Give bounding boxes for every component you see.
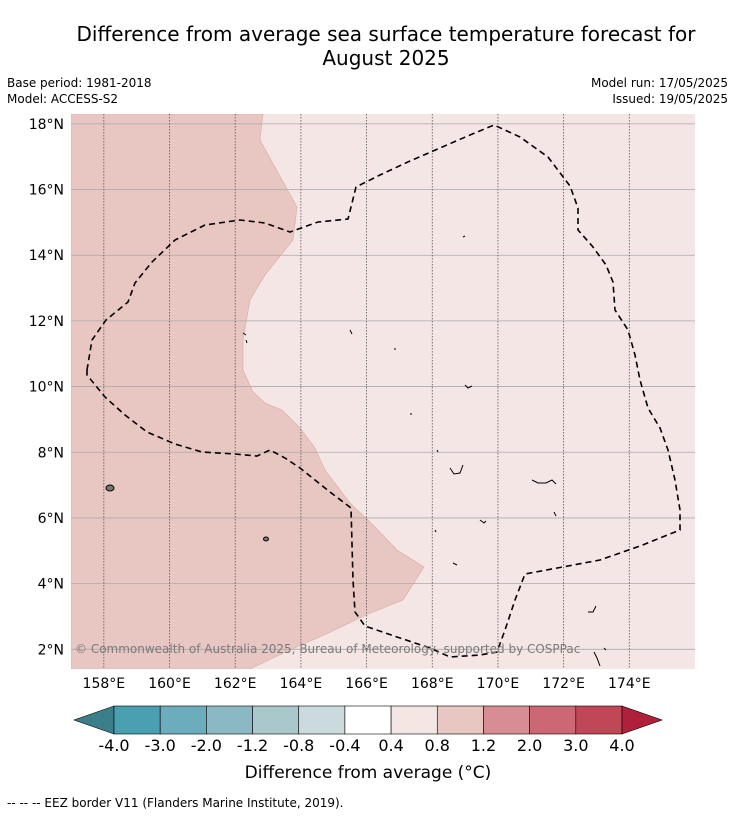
- colorbar-low-extension: [73, 705, 115, 735]
- lat-label: 16°N: [29, 183, 64, 199]
- colorbar-segment: [206, 705, 253, 735]
- colorbar-tick-label: -0.8: [283, 736, 314, 755]
- colorbar-tick-label: -3.0: [145, 736, 176, 755]
- eez-border: [86, 124, 681, 658]
- base-period: Base period: 1981-2018: [7, 76, 152, 90]
- colorbar-segment: [529, 705, 577, 735]
- colorbar-tick-label: 2.0: [517, 736, 542, 755]
- colorbar-title: Difference from average (°C): [244, 763, 492, 783]
- colorbar-high-extension: [621, 705, 663, 735]
- title-line-1: Difference from average sea surface temp…: [76, 22, 696, 46]
- lat-label: 4°N: [38, 577, 64, 593]
- anomaly-band-0.8-1.2: [71, 114, 425, 669]
- lon-label: 162°E: [214, 676, 257, 692]
- colorbar-tick-label: -2.0: [191, 736, 222, 755]
- colorbar-segment: [113, 705, 161, 735]
- lat-label: 18°N: [29, 117, 64, 133]
- copyright-text: © Commonwealth of Australia 2025, Bureau…: [75, 642, 580, 656]
- colorbar-tick-label: 0.4: [378, 736, 403, 755]
- colorbar-segment: [298, 705, 346, 735]
- colorbar-tick-label: 0.8: [425, 736, 450, 755]
- meta-left: Base period: 1981-2018 Model: ACCESS-S2: [7, 75, 152, 107]
- lon-label: 160°E: [148, 676, 191, 692]
- lon-label: 164°E: [280, 676, 323, 692]
- lon-label: 158°E: [83, 676, 126, 692]
- issued-date: Issued: 19/05/2025: [612, 92, 728, 106]
- chart-title: Difference from average sea surface temp…: [0, 22, 736, 70]
- latitude-labels: 18°N 16°N 14°N 12°N 10°N 8°N 6°N 4°N 2°N: [29, 117, 64, 658]
- colorbar-tick-label: -4.0: [98, 736, 129, 755]
- lat-label: 6°N: [38, 511, 64, 527]
- colorbar-tick-label: -1.2: [237, 736, 268, 755]
- colorbar: -4.0 -3.0 -2.0 -1.2 -0.8 -0.4 0.4 0.8 1.2 2.0 3.0 4…: [73, 705, 663, 755]
- colorbar-tick-label: 1.2: [471, 736, 496, 755]
- model-name: Model: ACCESS-S2: [7, 92, 119, 106]
- islands: [105, 235, 607, 667]
- longitude-labels: 158°E 160°E 162°E 164°E 166°E 168°E 170°E 172°E…: [83, 676, 651, 692]
- lat-label: 14°N: [29, 248, 64, 264]
- footer-note: -- -- -- EEZ border V11 (Flanders Marine…: [7, 796, 344, 810]
- lat-label: 8°N: [38, 445, 64, 461]
- colorbar-segment: [575, 705, 623, 735]
- colorbar-tick-label: -0.4: [329, 736, 360, 755]
- meta-right: Model run: 17/05/2025 Issued: 19/05/2025: [591, 75, 728, 107]
- model-run: Model run: 17/05/2025: [590, 76, 728, 90]
- colorbar-segment: [436, 705, 484, 735]
- colorbar-segment: [252, 705, 300, 735]
- lon-label: 174°E: [608, 676, 651, 692]
- lat-label: 2°N: [38, 642, 64, 658]
- colorbar-tick-label: 3.0: [563, 736, 588, 755]
- colorbar-segment: [159, 705, 207, 735]
- colorbar-tick-label: 4.0: [609, 736, 634, 755]
- lon-label: 172°E: [542, 676, 585, 692]
- graticule: [71, 114, 695, 669]
- lat-label: 12°N: [29, 314, 64, 330]
- title-line-2: August 2025: [322, 46, 450, 70]
- lon-label: 170°E: [477, 676, 520, 692]
- colorbar-segment: [483, 705, 530, 735]
- lon-label: 166°E: [345, 676, 388, 692]
- map-area: © Commonwealth of Australia 2025, Bureau…: [71, 114, 695, 669]
- colorbar-segment: [344, 705, 392, 735]
- lat-label: 10°N: [29, 380, 64, 396]
- lon-label: 168°E: [411, 676, 454, 692]
- colorbar-segment: [390, 705, 438, 735]
